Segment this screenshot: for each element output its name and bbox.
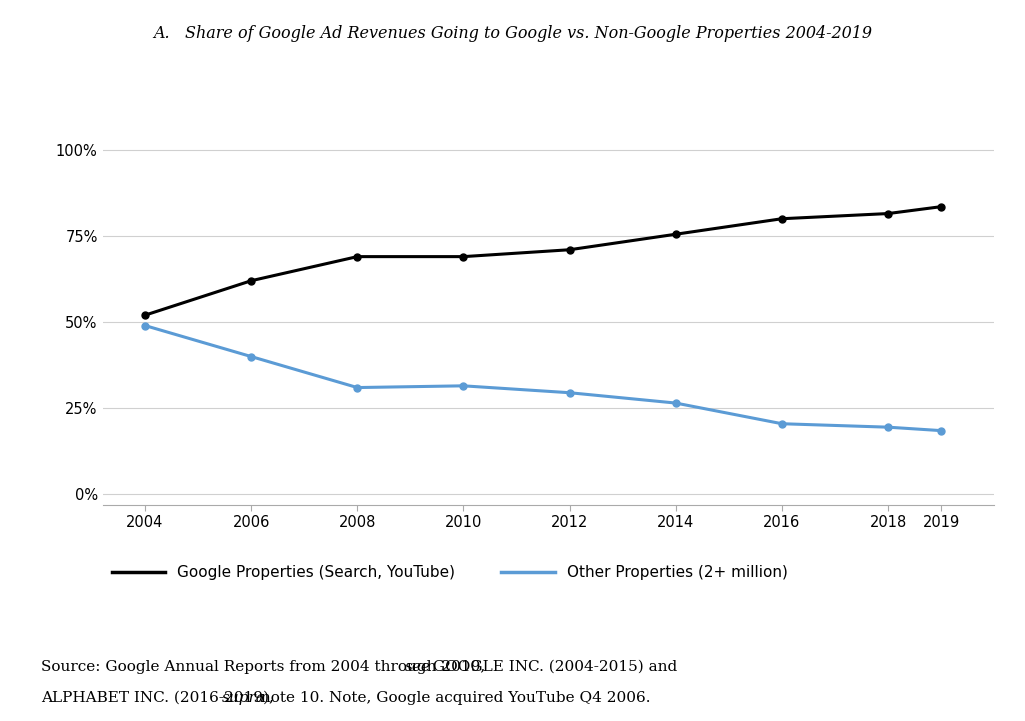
Text: see: see	[405, 660, 430, 673]
Legend: Google Properties (Search, YouTube), Other Properties (2+ million): Google Properties (Search, YouTube), Oth…	[106, 559, 794, 586]
Text: ALPHABET INC. (2016-2019),: ALPHABET INC. (2016-2019),	[41, 691, 279, 704]
Text: A.   Share of Google Ad Revenues Going to Google vs. Non-Google Properties 2004-: A. Share of Google Ad Revenues Going to …	[153, 25, 872, 43]
Text: GOOGLE INC. (2004-2015) and: GOOGLE INC. (2004-2015) and	[428, 660, 678, 673]
Text: Source: Google Annual Reports from 2004 through 2019,: Source: Google Annual Reports from 2004 …	[41, 660, 490, 673]
Text: note 10. Note, Google acquired YouTube Q4 2006.: note 10. Note, Google acquired YouTube Q…	[256, 691, 651, 704]
Text: supra: supra	[221, 691, 265, 704]
